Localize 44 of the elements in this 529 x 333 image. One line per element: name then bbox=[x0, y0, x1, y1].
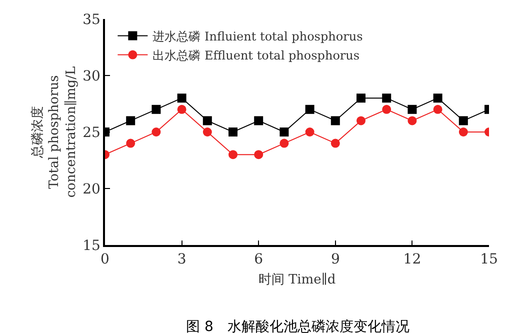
point bbox=[382, 94, 392, 103]
point bbox=[177, 104, 186, 114]
point bbox=[408, 116, 417, 126]
point bbox=[433, 94, 442, 103]
point bbox=[202, 128, 212, 136]
point bbox=[202, 116, 212, 126]
point bbox=[254, 116, 264, 126]
y-tick-label: 30 bbox=[82, 68, 100, 84]
point bbox=[177, 94, 186, 103]
point bbox=[152, 104, 161, 114]
point bbox=[152, 128, 161, 136]
y-tick-label: 35 bbox=[82, 12, 100, 28]
legend-label: 出水总磷 Effluent total phosphorus bbox=[152, 48, 360, 62]
point bbox=[458, 116, 468, 126]
x-tick-label: 6 bbox=[254, 252, 264, 268]
point bbox=[356, 94, 366, 103]
point bbox=[330, 138, 340, 148]
point bbox=[330, 116, 340, 126]
point bbox=[228, 150, 238, 160]
point bbox=[433, 104, 442, 114]
x-axis-title: 时间 Time∥d bbox=[258, 272, 336, 288]
legend-label: 进水总磷 Influient total phosphorus bbox=[152, 29, 363, 44]
x-tick-label: 3 bbox=[177, 252, 186, 268]
point bbox=[458, 128, 468, 136]
y-tick-label: 25 bbox=[82, 124, 100, 141]
caption: 图 8 水解酸化池总磷浓度变化情况 bbox=[186, 319, 410, 333]
point bbox=[280, 138, 289, 148]
point bbox=[356, 116, 366, 126]
x-tick-label: 15 bbox=[480, 252, 498, 268]
point bbox=[126, 138, 136, 148]
point bbox=[126, 116, 136, 126]
point bbox=[228, 128, 238, 136]
point bbox=[305, 128, 314, 136]
y-tick-label: 20 bbox=[82, 181, 100, 198]
point bbox=[305, 104, 314, 114]
point bbox=[254, 150, 264, 160]
y-axis-title: 总磷浓度 Total phosphorus concentration∥mg/L bbox=[29, 66, 80, 198]
point bbox=[382, 104, 392, 114]
x-tick-label: 12 bbox=[403, 252, 422, 268]
x-tick-label: 0 bbox=[100, 252, 110, 268]
point bbox=[408, 104, 417, 114]
point bbox=[280, 128, 289, 136]
x-tick-label: 9 bbox=[330, 252, 340, 268]
y-tick-label: 15 bbox=[82, 238, 100, 254]
